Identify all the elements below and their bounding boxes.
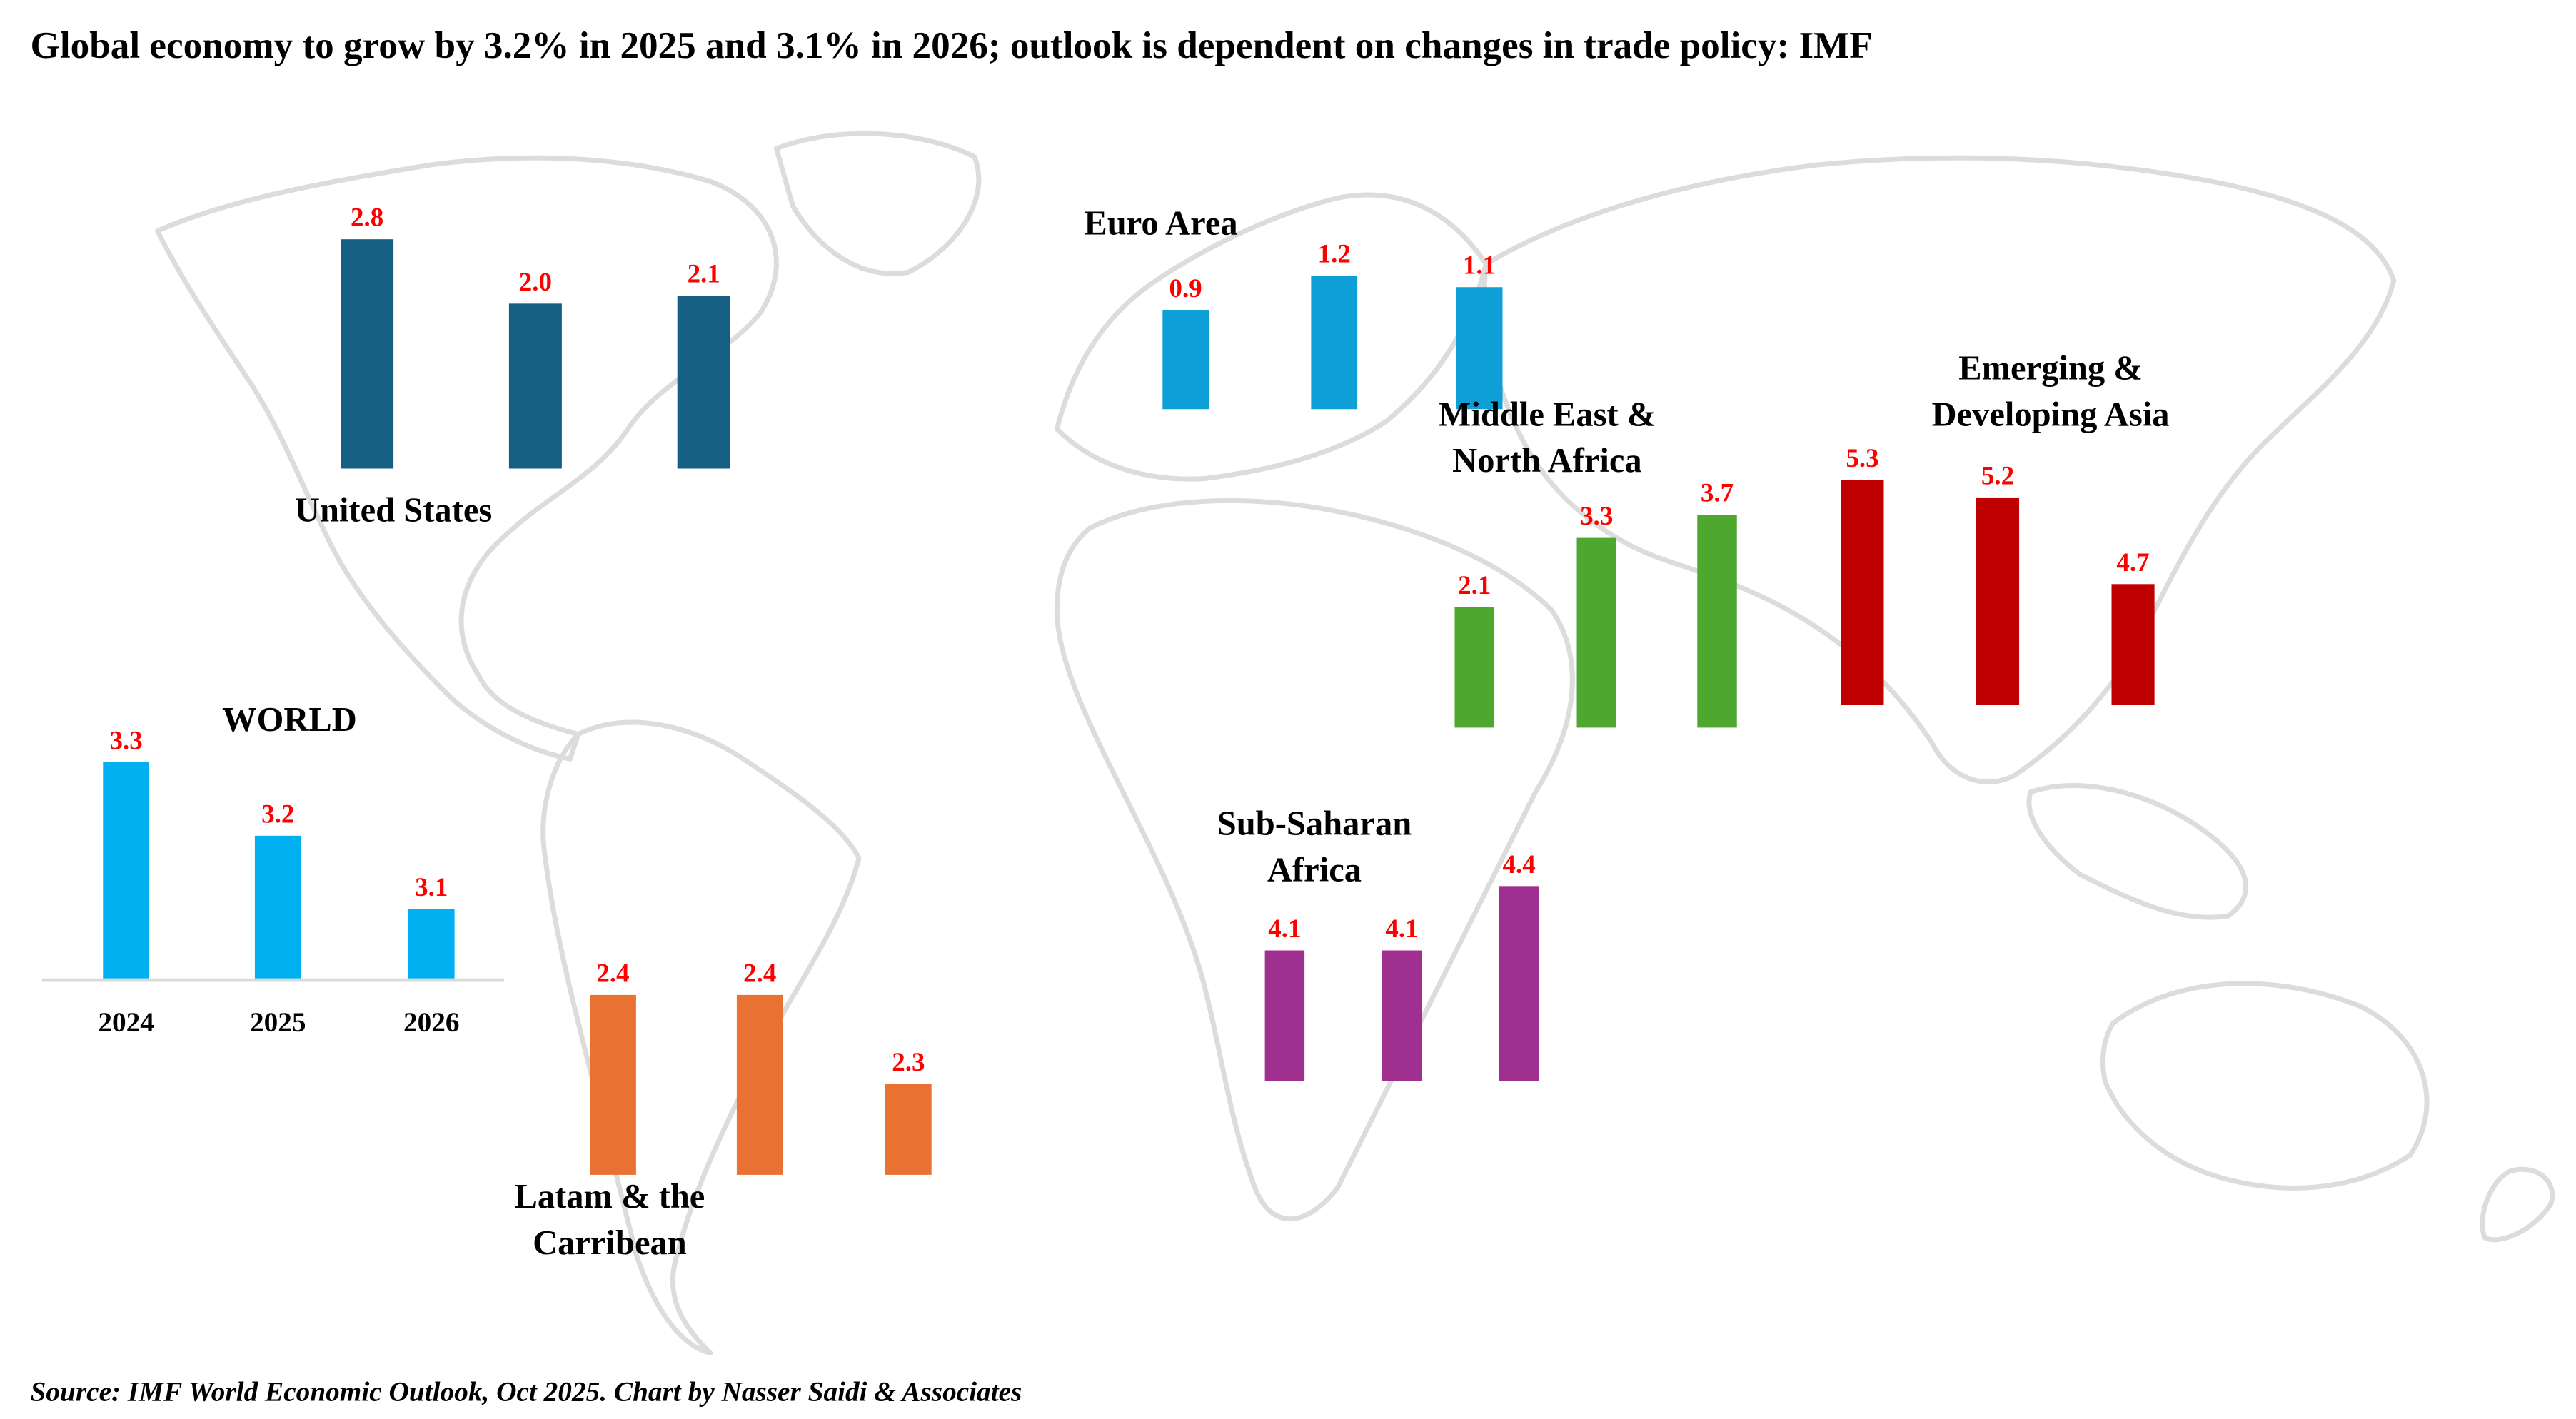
bar-latam-2025 <box>736 994 783 1175</box>
bar-world-2024 <box>103 762 149 979</box>
data-label: 3.2 <box>261 799 294 828</box>
panel-ssa: 4.1 4.1 4.4 Sub-Saharan Africa <box>1217 805 1539 1081</box>
region-label: Emerging & <box>1958 350 2142 388</box>
data-label: 2.3 <box>892 1047 925 1076</box>
panel-us: 2.8 2.0 2.1 United States <box>295 203 730 529</box>
southeast-asia-outline <box>2026 783 2249 920</box>
data-label: 0.9 <box>1169 273 1202 303</box>
data-label: 4.7 <box>2116 547 2149 577</box>
regional-bar-panels: 3.3 3.2 3.1 2024 2025 2026 WORLD 2.8 2.0 2.1 Unite… <box>41 203 2169 1262</box>
data-label: 3.3 <box>110 725 143 754</box>
bar-us-2026 <box>677 296 730 469</box>
region-label: North Africa <box>1452 442 1642 480</box>
bar-latam-2026 <box>885 1084 932 1175</box>
data-label: 2.1 <box>1458 570 1491 600</box>
chart-title: Global economy to grow by 3.2% in 2025 a… <box>31 25 1873 66</box>
bar-us-2025 <box>508 303 562 469</box>
bar-asia-2025 <box>1976 497 2020 705</box>
data-label: 4.1 <box>1385 914 1418 943</box>
data-label: 3.1 <box>415 872 448 902</box>
bar-ssa-2026 <box>1499 886 1539 1081</box>
region-label: Africa <box>1267 851 1362 889</box>
bar-asia-2024 <box>1841 480 1884 705</box>
bar-mena-2024 <box>1454 607 1494 728</box>
bar-mena-2026 <box>1697 515 1737 728</box>
data-label: 5.3 <box>1846 443 1878 473</box>
bar-asia-2026 <box>2111 584 2155 705</box>
x-tick-label: 2024 <box>98 1007 154 1038</box>
region-label: Sub-Saharan <box>1217 805 1412 843</box>
north-america-outline <box>155 155 779 762</box>
bar-ssa-2025 <box>1382 950 1422 1081</box>
bar-world-2026 <box>408 909 455 979</box>
region-label: Developing Asia <box>1931 395 2169 433</box>
bar-us-2024 <box>341 239 394 469</box>
region-label: Euro Area <box>1084 204 1237 242</box>
data-label: 4.4 <box>1503 849 1536 879</box>
bar-mena-2025 <box>1576 537 1617 728</box>
panel-asia: 5.3 5.2 4.7 Emerging & Developing Asia <box>1841 350 2169 705</box>
source-note: Source: IMF World Economic Outlook, Oct … <box>31 1377 1022 1408</box>
data-label: 2.4 <box>596 958 629 987</box>
greenland-outline <box>773 131 982 276</box>
data-label: 2.4 <box>743 958 776 987</box>
new-zealand-outline <box>2480 1166 2555 1243</box>
data-label: 3.3 <box>1580 501 1613 530</box>
data-label: 2.0 <box>519 267 552 296</box>
region-label: WORLD <box>222 701 357 739</box>
panel-world: 3.3 3.2 3.1 2024 2025 2026 WORLD <box>41 701 504 1038</box>
region-label: Latam & the <box>514 1178 705 1216</box>
region-label: Middle East & <box>1439 395 1656 433</box>
x-tick-label: 2026 <box>403 1007 460 1038</box>
data-label: 1.2 <box>1318 239 1351 268</box>
data-label: 2.8 <box>351 203 383 232</box>
bar-latam-2024 <box>590 994 636 1175</box>
bar-euro-2024 <box>1162 310 1209 410</box>
bar-euro-2025 <box>1311 276 1358 410</box>
data-label: 4.1 <box>1268 914 1301 943</box>
region-label: United States <box>295 491 492 529</box>
data-label: 5.2 <box>1981 460 2014 490</box>
panel-latam: 2.4 2.4 2.3 Latam & the Carribean <box>514 958 932 1262</box>
australia-outline <box>2100 981 2430 1191</box>
x-tick-label: 2025 <box>250 1007 306 1038</box>
data-label: 2.1 <box>688 259 720 288</box>
south-america-outline <box>540 719 862 1356</box>
africa-outline <box>1054 498 1575 1222</box>
bar-ssa-2024 <box>1264 950 1305 1081</box>
region-label: Carribean <box>533 1224 687 1262</box>
bar-world-2025 <box>254 835 301 979</box>
panel-mena: 2.1 3.3 3.7 Middle East & North Africa <box>1439 395 1737 728</box>
data-label: 1.1 <box>1463 251 1496 280</box>
bar-euro-2026 <box>1456 287 1503 410</box>
panel-euro: 0.9 1.2 1.1 Euro Area <box>1084 204 1503 410</box>
data-label: 3.7 <box>1701 478 1734 507</box>
